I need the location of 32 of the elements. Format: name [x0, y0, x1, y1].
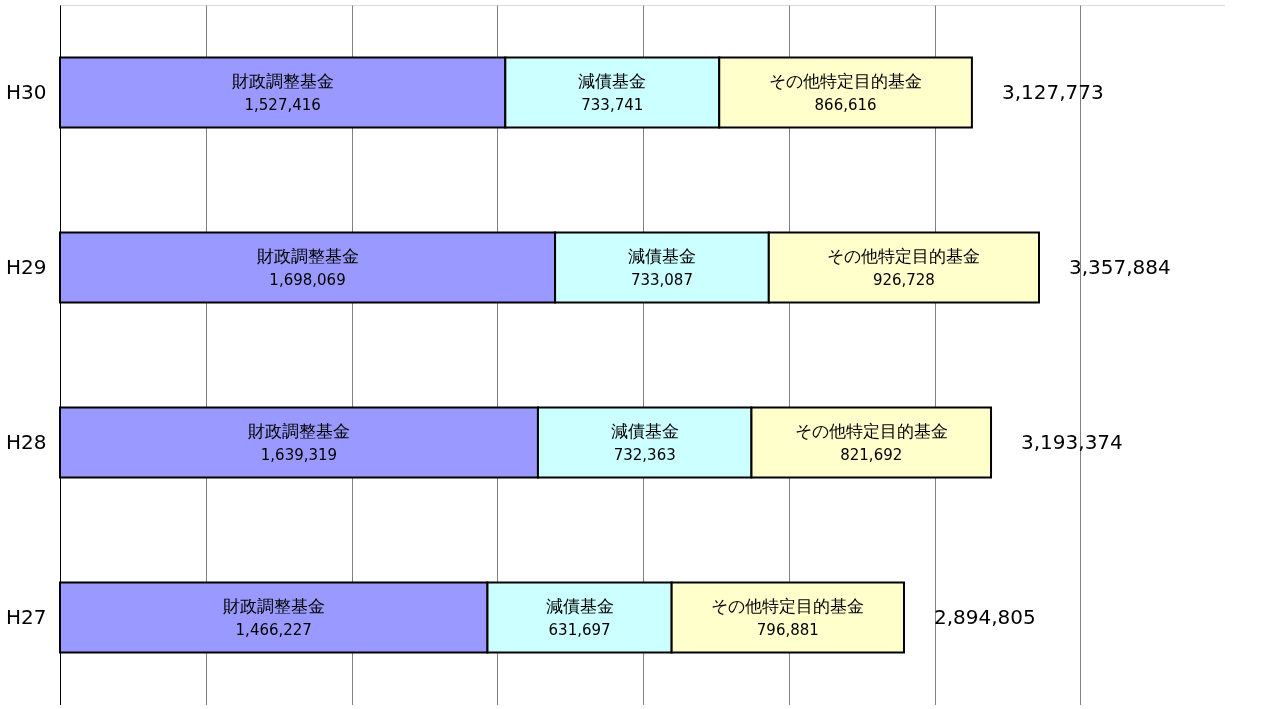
text: 財政調整基金: [247, 420, 350, 441]
total-label: 3,357,884: [1068, 254, 1171, 279]
text: 減債基金: [545, 595, 614, 616]
text: 財政調整基金: [222, 595, 325, 616]
data-label: 732,363: [613, 445, 676, 464]
total-label: 3,193,374: [1021, 429, 1123, 454]
y-tick-label: H29: [6, 254, 47, 279]
series-label: 財政調整基金: [231, 70, 334, 91]
total-label: 2,894,805: [933, 604, 1036, 629]
y-tick-label: H28: [6, 429, 47, 454]
text: その他特定目的基金: [794, 420, 948, 441]
data-label: 866,616: [814, 95, 877, 114]
text: 財政調整基金: [256, 245, 359, 266]
data-label: 1,466,227: [235, 620, 312, 639]
text: 減債基金: [610, 420, 679, 441]
data-label: 1,527,416: [244, 95, 321, 114]
series-label: 減債基金: [578, 70, 647, 91]
text: 減債基金: [627, 245, 696, 266]
y-tick-label: H30: [6, 79, 47, 104]
data-label: 926,728: [872, 270, 935, 289]
data-label: 733,741: [581, 95, 644, 114]
text: その他特定目的基金: [711, 595, 865, 616]
data-label: 821,692: [840, 445, 903, 464]
total-label: 3,127,773: [1001, 79, 1104, 104]
data-label: 1,639,319: [260, 445, 338, 464]
series-label: その他特定目的基金: [769, 70, 923, 91]
data-label: 631,697: [548, 620, 611, 639]
data-label: 733,087: [630, 270, 693, 289]
data-label: 1,698,069: [269, 270, 346, 289]
y-tick-label: H27: [6, 604, 47, 629]
text: その他特定目的基金: [827, 245, 981, 266]
data-label: 796,881: [756, 620, 819, 639]
